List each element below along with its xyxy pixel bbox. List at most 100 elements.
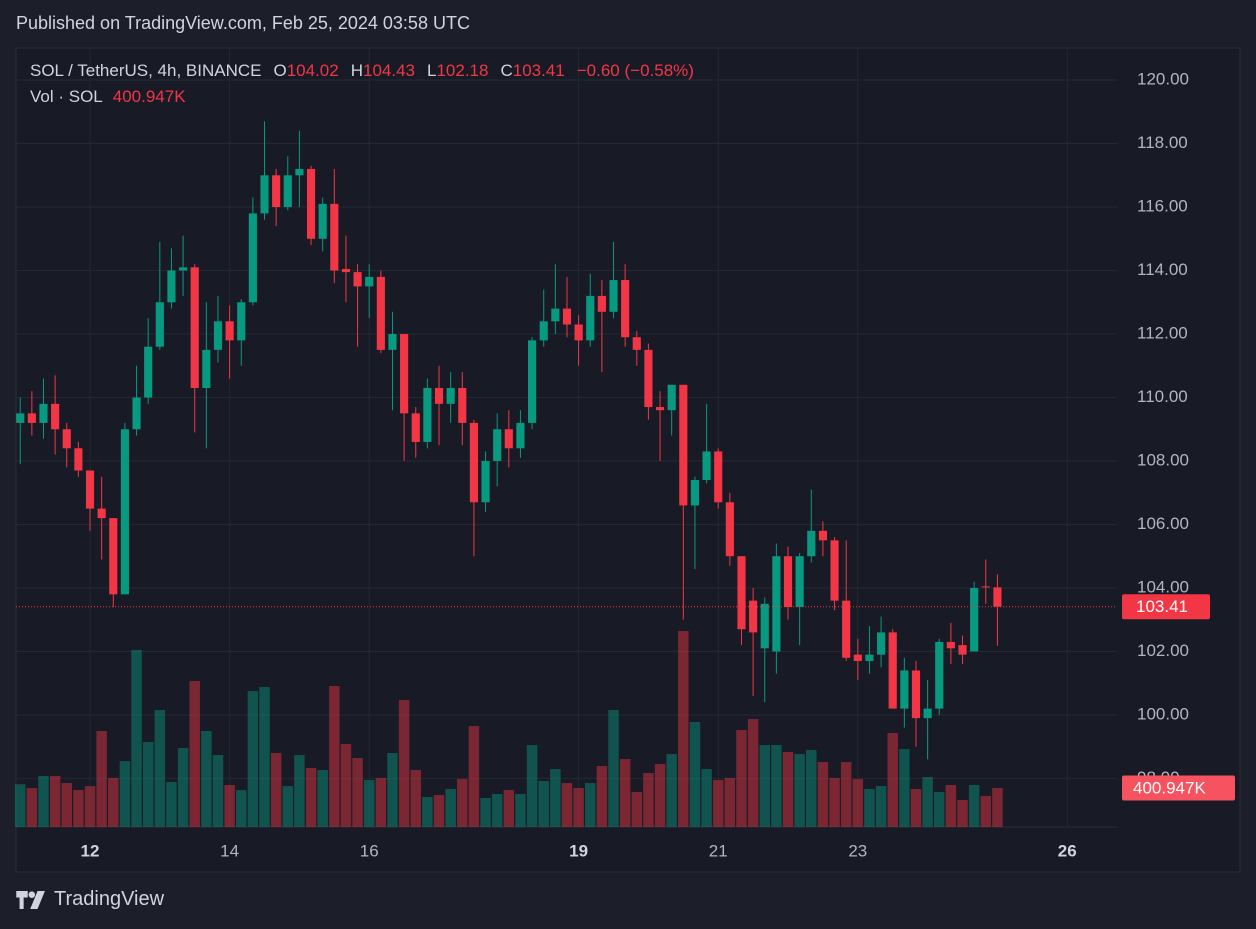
volume-bar [96, 731, 107, 827]
candle-body [469, 422, 478, 503]
volume-bar [224, 784, 235, 827]
candle-body [202, 349, 211, 388]
candle-body [376, 276, 385, 350]
volume-bar [177, 748, 189, 827]
volume-bar [142, 742, 154, 827]
candle-body [120, 429, 129, 595]
ohlc-label: C [500, 61, 513, 80]
volume-bar [573, 788, 584, 827]
candle-body [830, 540, 839, 601]
volume-bar [317, 770, 328, 827]
candle-body [655, 407, 665, 411]
candle-body [690, 480, 700, 506]
candle-body [16, 413, 25, 423]
volume-bar [480, 798, 491, 827]
volume-bar [526, 745, 538, 827]
candle-body [900, 670, 909, 709]
candle-body [714, 451, 723, 503]
candle-body [725, 502, 734, 557]
volume-bar [352, 758, 363, 827]
candle-body [574, 324, 583, 341]
candle-body [877, 632, 886, 655]
candle-body [528, 340, 537, 423]
volume-bar [503, 790, 515, 827]
brand: TradingView [54, 888, 165, 910]
symbol: SOL / TetherUS, 4h, BINANCE [30, 61, 262, 80]
candle-body [295, 168, 304, 176]
volume-bar [491, 794, 503, 827]
ohlc-row: SOL / TetherUS, 4h, BINANCE O 104.02 H 104… [30, 58, 694, 84]
volume-bar [422, 797, 433, 827]
candle-body [749, 600, 758, 633]
volume-bar [654, 763, 666, 827]
candle-body [993, 587, 1002, 607]
volume-bar [794, 754, 805, 827]
candle-body [109, 518, 118, 595]
x-tick-label: 19 [569, 841, 588, 860]
volume-bar [817, 762, 829, 827]
volume-row: Vol · SOL 400.947K [30, 84, 694, 110]
price-label: 103.41 [1136, 597, 1188, 616]
candle-body [260, 175, 269, 214]
volume-bar [108, 777, 119, 827]
volume-bar [363, 780, 375, 827]
candle-body [423, 387, 432, 442]
volume-bar [189, 681, 200, 827]
volume-bar [468, 726, 480, 827]
volume-bar [899, 749, 910, 827]
volume-bar [433, 795, 445, 827]
y-tick-label: 108.00 [1137, 450, 1189, 469]
x-tick-label: 14 [220, 841, 239, 860]
volume-bar [154, 710, 166, 827]
y-tick-label: 114.00 [1137, 260, 1188, 279]
y-tick-label: 100.00 [1137, 704, 1189, 723]
volume-bar [212, 755, 224, 827]
candle-body [51, 403, 60, 430]
volume-bar [712, 780, 724, 827]
volume-bar [992, 788, 1003, 827]
candle-body [667, 384, 676, 411]
volume-bar [166, 781, 177, 827]
volume-bar [666, 754, 677, 827]
ohlc-value: 104.43 [363, 61, 415, 80]
volume-bar [596, 766, 608, 827]
volume-name: Vol · SOL [30, 87, 103, 106]
volume-bar [410, 770, 421, 827]
volume-bar [49, 775, 61, 827]
candle-body [970, 587, 979, 652]
axes: 98.00100.00102.00104.00106.00108.00110.0… [81, 70, 1235, 860]
candle-body [237, 302, 246, 341]
ohlc-value: 103.41 [512, 61, 565, 80]
volume-bar [201, 731, 212, 827]
volume-bar [294, 755, 305, 827]
y-tick-label: 102.00 [1137, 641, 1189, 660]
volume-bar [968, 784, 980, 827]
volume-bar [282, 786, 294, 827]
candle-body [97, 508, 106, 519]
candle-body [27, 413, 36, 423]
volume-bar [724, 777, 736, 827]
candle-body [190, 267, 199, 388]
x-tick-label: 16 [360, 841, 379, 860]
x-tick-label: 21 [709, 841, 728, 860]
candle-body [388, 334, 397, 350]
change: −0.60 (−0.58%) [576, 61, 694, 80]
volume-bar [515, 794, 526, 827]
volume-bar [829, 777, 840, 827]
y-tick-label: 116.00 [1137, 197, 1188, 216]
volume-bar [689, 722, 701, 827]
ohlc-label: O [273, 61, 287, 80]
volume-bar [445, 788, 456, 827]
volume-bar [61, 783, 72, 827]
volume-bar [910, 788, 922, 827]
volume-bar [585, 783, 596, 827]
volume-bar [375, 777, 387, 827]
volume-pane [14, 631, 1003, 827]
volume-bar [247, 691, 259, 827]
candle-body [609, 280, 618, 312]
candle-body [248, 213, 257, 303]
y-tick-label: 118.00 [1137, 133, 1188, 152]
volume-bar [131, 650, 142, 827]
volume-bar [957, 799, 968, 827]
volume-bar [73, 790, 84, 827]
